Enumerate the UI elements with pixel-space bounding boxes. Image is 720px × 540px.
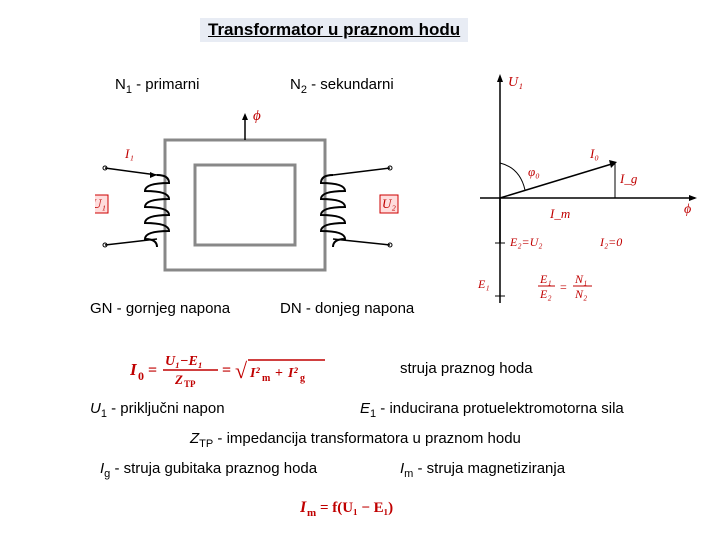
svg-text:E₁: E₁: [477, 277, 490, 291]
page-title: Transformator u praznom hodu: [200, 18, 468, 42]
svg-text:I_m: I_m: [549, 206, 570, 221]
svg-text:N₁: N₁: [574, 272, 587, 286]
svg-text:I₁: I₁: [124, 146, 134, 161]
svg-text:ϕ: ϕ: [684, 202, 691, 217]
svg-text:φ₀: φ₀: [528, 164, 540, 179]
svg-text:0: 0: [138, 369, 144, 383]
svg-text:TP: TP: [184, 379, 196, 389]
label-u1: U1 - priključni napon: [90, 400, 225, 420]
formula-im: I m = f(U₁ − E₁): [300, 495, 460, 520]
label-gn: GN - gornjeg napona: [90, 300, 230, 317]
svg-text:I₀: I₀: [589, 146, 599, 161]
formula-i0: I 0 = U₁−E₁ Z TP = √ I² m + I² g: [130, 350, 390, 390]
svg-text:m: m: [307, 507, 316, 519]
svg-text:E₂=U₂: E₂=U₂: [509, 235, 542, 249]
label-ig: Ig - struja gubitaka praznog hoda: [100, 460, 317, 480]
svg-text:I: I: [130, 360, 138, 379]
svg-text:= f(U₁ − E₁): = f(U₁ − E₁): [320, 500, 393, 516]
svg-text:I_g: I_g: [619, 171, 638, 186]
transformer-diagram: ϕ U₁ U₂ I₁: [95, 110, 415, 290]
svg-text:U₁: U₁: [95, 196, 106, 211]
svg-text:m: m: [262, 373, 271, 384]
svg-text:g: g: [300, 373, 305, 384]
svg-text:I²: I²: [287, 366, 298, 381]
label-n1: N1 - primarni: [115, 76, 199, 96]
svg-text:E₂: E₂: [539, 287, 552, 301]
label-dn: DN - donjeg napona: [280, 300, 414, 317]
label-ztp: ZTP - impedancija transformatora u prazn…: [190, 430, 521, 450]
label-struja: struja praznog hoda: [400, 360, 533, 377]
label-n2: N2 - sekundarni: [290, 76, 394, 96]
svg-text:I: I: [300, 499, 307, 516]
svg-text:ϕ: ϕ: [253, 110, 261, 124]
svg-text:N₂: N₂: [574, 287, 587, 301]
svg-text:=: =: [222, 362, 231, 379]
label-im: Im - struja magnetiziranja: [400, 460, 565, 480]
svg-text:+: +: [275, 366, 283, 381]
svg-text:I²: I²: [249, 366, 260, 381]
svg-text:U₂: U₂: [382, 196, 396, 211]
label-e1: E1 - inducirana protuelektromotorna sila: [360, 400, 624, 420]
phasor-diagram: U₁ ϕ I₀ I_g I_m φ₀ E₂=U₂ I₂=0 E₁ E₁ E₂ =…: [470, 68, 710, 318]
svg-text:=: =: [560, 280, 567, 294]
svg-text:E₁: E₁: [539, 272, 552, 286]
svg-text:I₂=0: I₂=0: [599, 235, 622, 249]
svg-text:√: √: [235, 358, 248, 383]
svg-text:Z: Z: [174, 372, 183, 387]
svg-text:=: =: [148, 362, 157, 379]
svg-text:U₁: U₁: [508, 75, 523, 90]
svg-text:U₁−E₁: U₁−E₁: [165, 354, 203, 369]
